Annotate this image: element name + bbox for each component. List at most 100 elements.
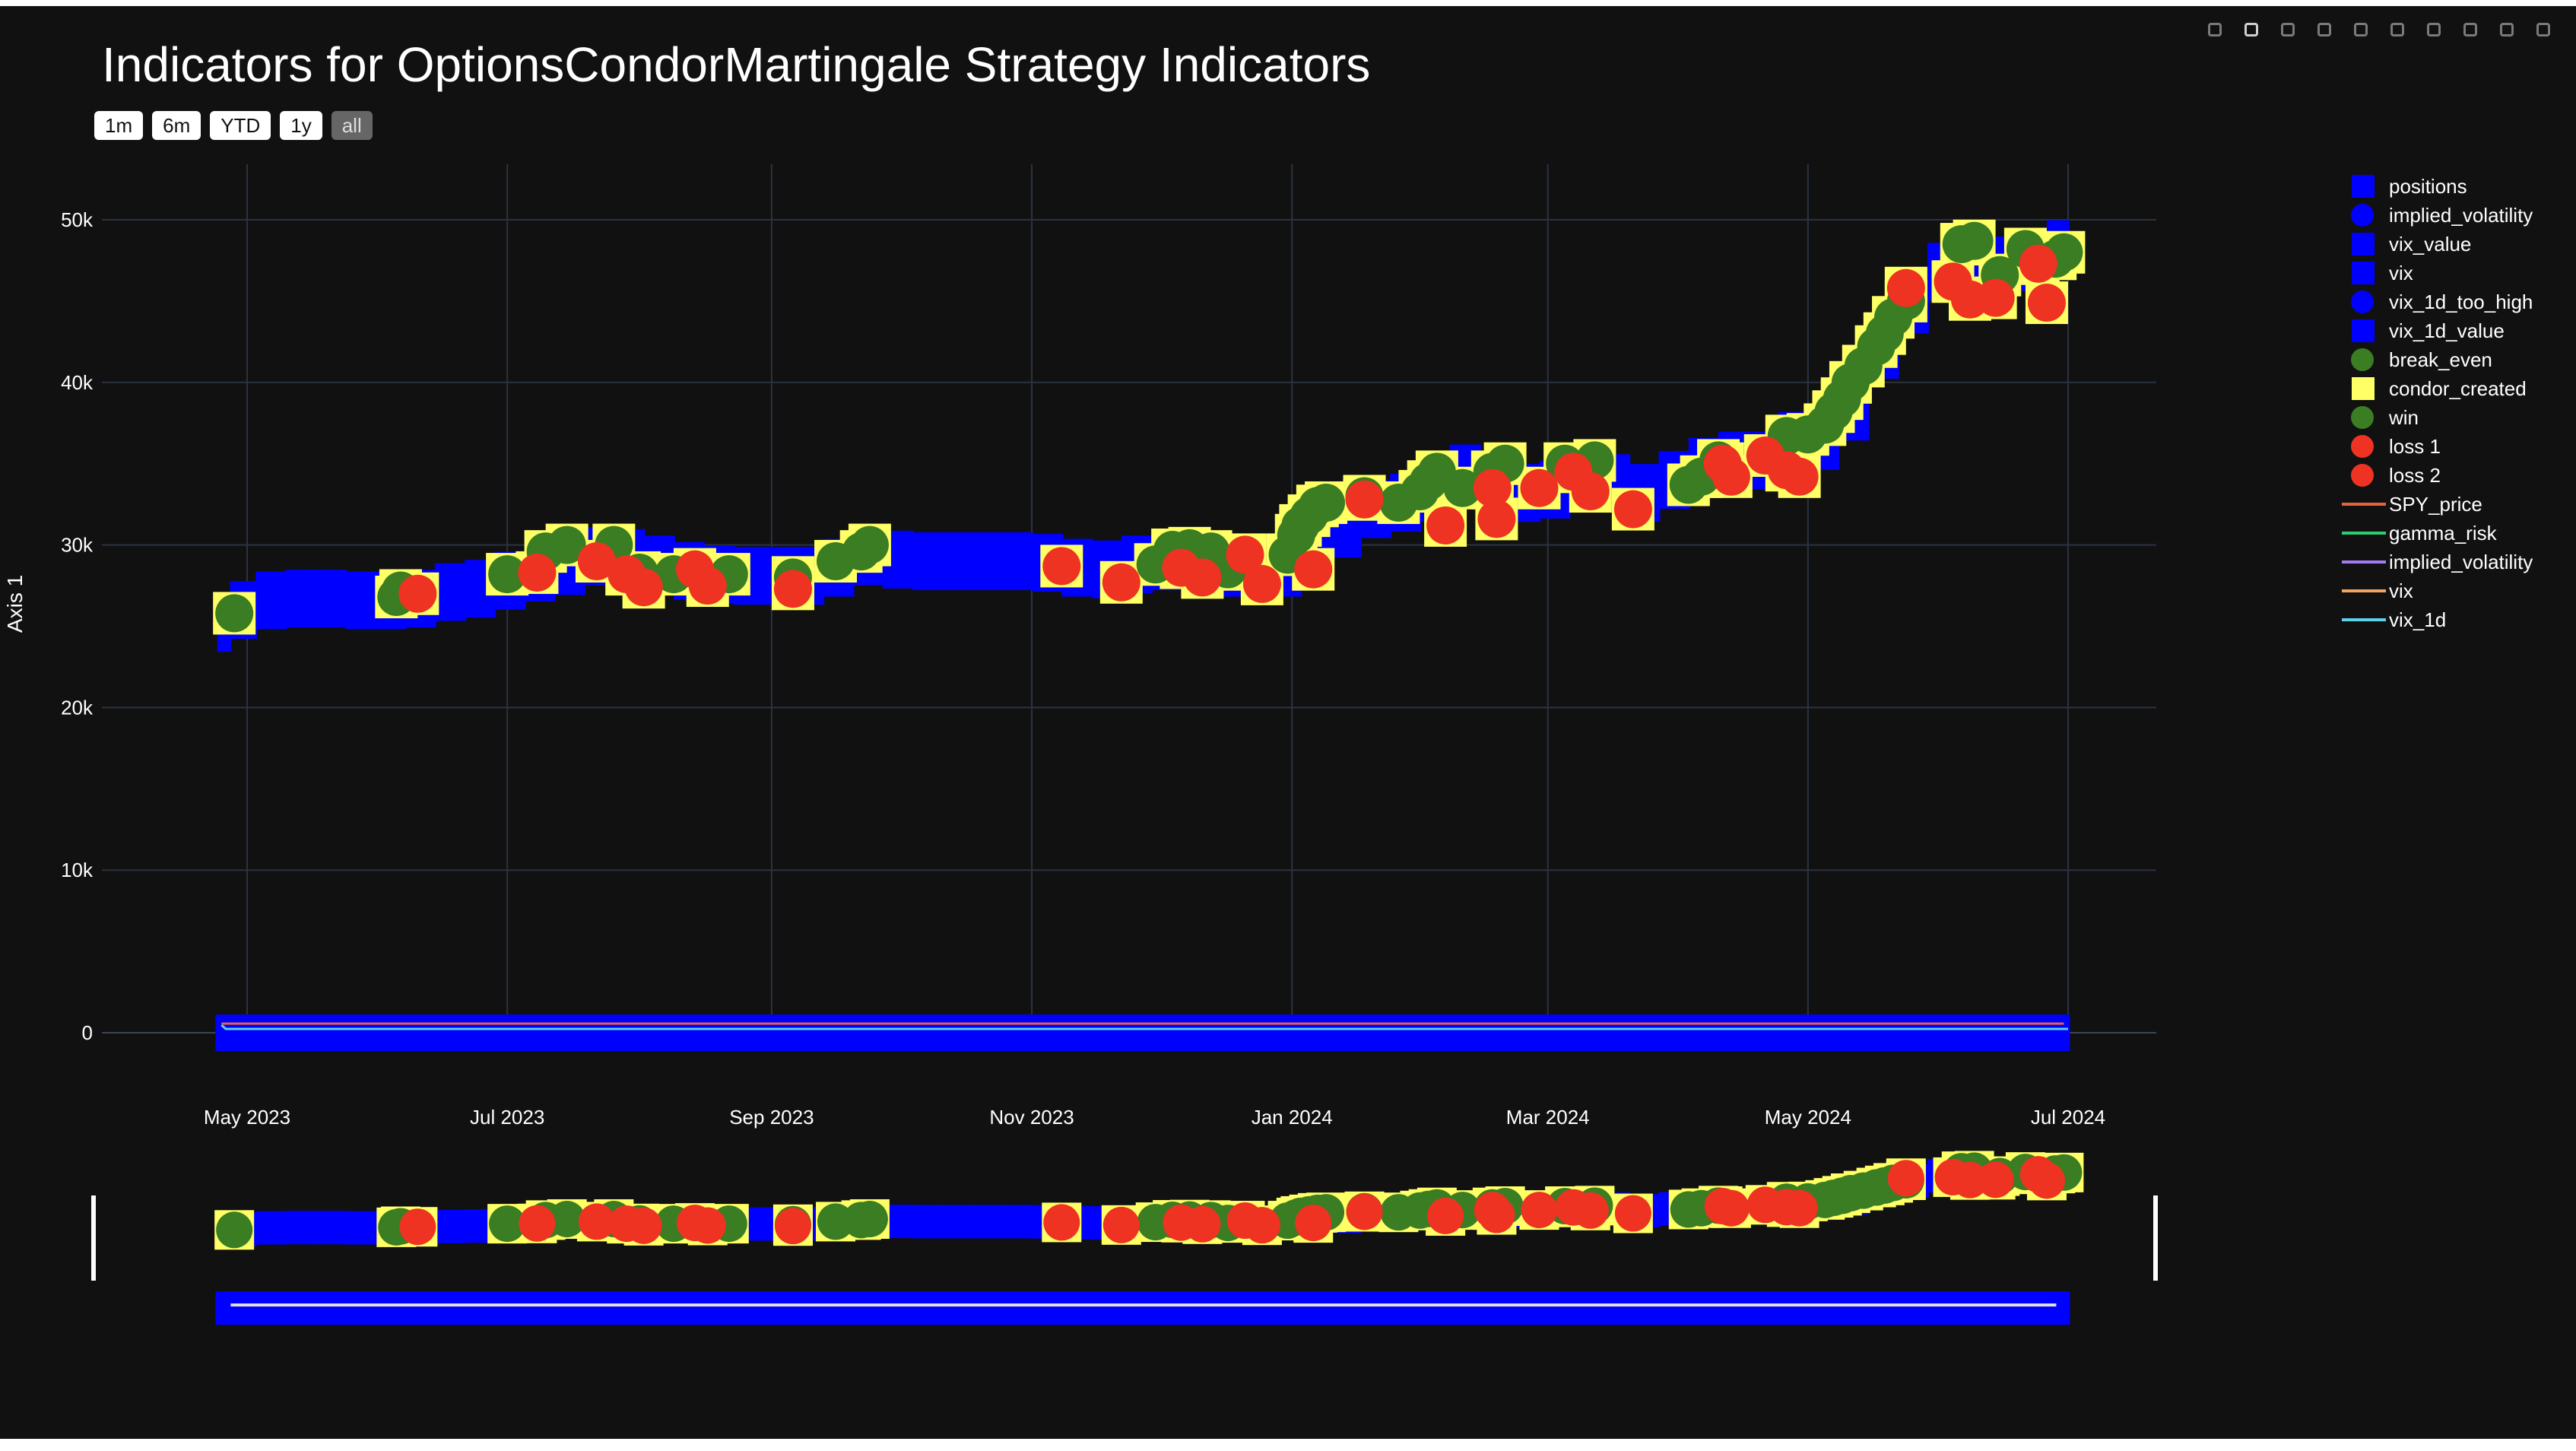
bottom-indicator-band[interactable] — [215, 1014, 2070, 1051]
zoom-icon[interactable] — [2238, 17, 2264, 43]
position-mark[interactable] — [942, 532, 974, 590]
position-mark[interactable] — [972, 532, 1004, 590]
slider-left-handle[interactable] — [91, 1195, 96, 1281]
chart-title: Indicators for OptionsCondorMartingale S… — [102, 37, 1371, 92]
position-mark[interactable] — [1001, 532, 1034, 590]
legend-square-icon — [2337, 172, 2389, 201]
loss-point[interactable] — [1226, 535, 1264, 574]
win-point[interactable] — [215, 594, 254, 633]
chart-svg: May 2023 Jul 2023 Sep 2023 Nov 2023 Jan 2024… — [61, 164, 2158, 1325]
range-slider[interactable] — [91, 1151, 2158, 1325]
loss-point[interactable] — [1712, 457, 1750, 496]
legend-item[interactable]: loss 2 — [2337, 461, 2533, 490]
y-tick-label: 0 — [82, 1021, 93, 1044]
vix-band[interactable] — [215, 1014, 2070, 1051]
legend-item[interactable]: condor_created — [2337, 374, 2533, 403]
slider-position-mark — [285, 1211, 317, 1245]
win-point[interactable] — [547, 525, 586, 564]
legend-item[interactable]: vix_1d — [2337, 605, 2533, 634]
loss-point[interactable] — [1042, 547, 1081, 586]
vix-1d-line[interactable] — [220, 1024, 2068, 1030]
legend-item[interactable]: vix_1d_too_high — [2337, 287, 2533, 316]
loss-point[interactable] — [2027, 284, 2066, 322]
legend-item[interactable]: win — [2337, 403, 2533, 432]
range-button-all[interactable]: all — [331, 111, 373, 140]
range-button-ytd[interactable]: YTD — [210, 111, 271, 140]
legend-label: vix_1d_too_high — [2389, 290, 2533, 313]
loss-point[interactable] — [398, 574, 437, 613]
x-tick-label: Mar 2024 — [1506, 1106, 1590, 1129]
x-axis-ticks: May 2023 Jul 2023 Sep 2023 Nov 2023 Jan 2024… — [204, 1106, 2105, 1129]
legend-item[interactable]: vix — [2337, 576, 2533, 605]
position-mark[interactable] — [315, 570, 347, 628]
range-button-6m[interactable]: 6m — [152, 111, 201, 140]
loss-point[interactable] — [2019, 244, 2057, 283]
zoom-out-icon[interactable] — [2421, 17, 2447, 43]
trade-markers[interactable] — [213, 219, 2086, 635]
loss-point[interactable] — [518, 553, 557, 592]
win-point[interactable] — [1955, 221, 1994, 260]
loss-point[interactable] — [688, 567, 727, 605]
legend-item[interactable]: gamma_risk — [2337, 519, 2533, 548]
legend-label: positions — [2389, 174, 2467, 198]
position-mark[interactable] — [434, 563, 467, 621]
loss-point[interactable] — [1473, 468, 1512, 507]
legend-item[interactable]: implied_volatility — [2337, 201, 2533, 230]
legend-item[interactable]: vix — [2337, 259, 2533, 287]
slider-loss-point — [519, 1205, 556, 1242]
slider-loss-point — [1295, 1205, 1332, 1242]
autoscale-icon[interactable] — [2457, 17, 2483, 43]
camera-icon[interactable] — [2202, 17, 2228, 43]
loss-point[interactable] — [1976, 278, 2015, 317]
reset-axes-icon[interactable] — [2494, 17, 2520, 43]
loss-point[interactable] — [1242, 564, 1281, 603]
slider-position-mark — [942, 1205, 974, 1239]
win-point[interactable] — [1307, 484, 1346, 522]
win-point[interactable] — [850, 525, 889, 564]
plotly-logo-icon[interactable] — [2530, 17, 2556, 43]
loss-point[interactable] — [1571, 472, 1610, 511]
position-mark[interactable] — [912, 532, 944, 590]
loss-point[interactable] — [1183, 558, 1222, 597]
y-tick-label: 10k — [61, 859, 94, 881]
pan-icon[interactable] — [2275, 17, 2301, 43]
legend-label: loss 1 — [2389, 434, 2441, 458]
position-mark[interactable] — [345, 571, 377, 630]
legend-item[interactable]: SPY_price — [2337, 490, 2533, 519]
loss-point[interactable] — [1613, 490, 1652, 529]
loss-point[interactable] — [1780, 457, 1819, 496]
slider-right-handle[interactable] — [2153, 1195, 2158, 1281]
legend-item[interactable]: loss 1 — [2337, 432, 2533, 461]
loss-point[interactable] — [1345, 480, 1384, 519]
position-mark[interactable] — [285, 570, 317, 628]
loss-point[interactable] — [773, 570, 812, 608]
loss-point[interactable] — [1426, 506, 1465, 545]
slider-loss-point — [1572, 1192, 1609, 1229]
loss-point[interactable] — [1102, 563, 1140, 602]
legend-item[interactable]: vix_value — [2337, 230, 2533, 259]
loss-point[interactable] — [1477, 500, 1516, 538]
lasso-select-icon[interactable] — [2348, 17, 2374, 43]
legend-item[interactable]: vix_1d_value — [2337, 316, 2533, 345]
win-point[interactable] — [488, 555, 527, 594]
slider-vix-band — [215, 1291, 2070, 1325]
x-tick-label: May 2024 — [1765, 1106, 1851, 1129]
legend-circle-icon — [2337, 461, 2389, 490]
x-tick-label: Jul 2024 — [2031, 1106, 2105, 1129]
loss-point[interactable] — [1294, 550, 1333, 589]
legend-item[interactable]: positions — [2337, 172, 2533, 201]
win-point[interactable] — [1443, 468, 1482, 507]
range-button-1m[interactable]: 1m — [94, 111, 144, 140]
loss-point[interactable] — [577, 541, 616, 580]
legend-item[interactable]: implied_volatility — [2337, 548, 2533, 576]
slider-loss-point — [1478, 1196, 1515, 1234]
zoom-in-icon[interactable] — [2384, 17, 2410, 43]
slider-position-mark — [434, 1209, 467, 1243]
range-button-1y[interactable]: 1y — [280, 111, 322, 140]
loss-point[interactable] — [624, 568, 663, 607]
legend-item[interactable]: break_even — [2337, 345, 2533, 374]
loss-point[interactable] — [1886, 268, 1925, 307]
loss-point[interactable] — [1520, 468, 1559, 507]
position-mark[interactable] — [255, 571, 287, 630]
box-select-icon[interactable] — [2311, 17, 2337, 43]
